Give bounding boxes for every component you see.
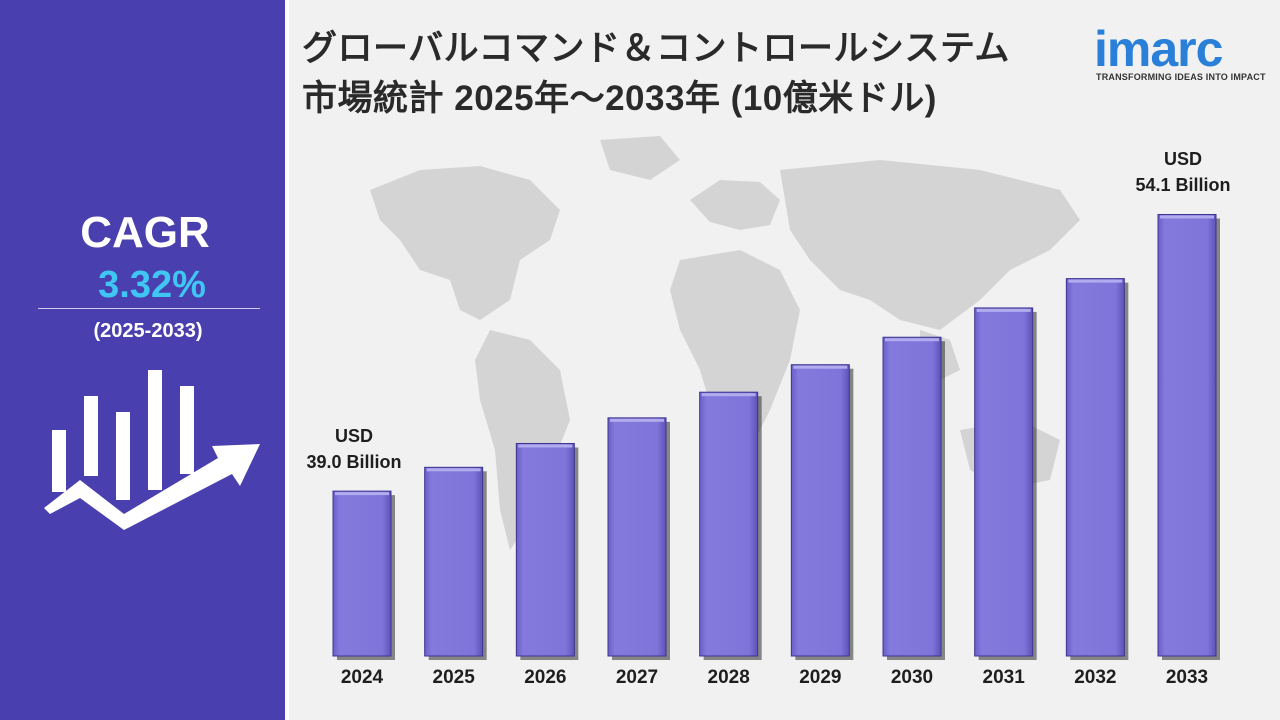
logo-tagline: TRANSFORMING IDEAS INTO IMPACT (1096, 72, 1266, 82)
bar-2025 (424, 466, 484, 657)
x-tick-label: 2029 (799, 667, 841, 688)
imarc-logo: imarc TRANSFORMING IDEAS INTO IMPACT (1090, 8, 1270, 88)
cagr-label: CAGR (80, 208, 210, 257)
growth-chart-icon (44, 370, 260, 530)
panel-divider (285, 0, 289, 720)
bar-2030 (882, 336, 942, 657)
bar-highlight (885, 338, 939, 342)
bar-highlight (793, 365, 848, 369)
bar-highlight (701, 393, 756, 397)
x-tick-label: 2026 (524, 667, 566, 688)
bar-highlight (976, 308, 1031, 312)
logo-wordmark: imarc (1094, 21, 1223, 77)
bar-2032 (1065, 278, 1125, 657)
cagr-value: 3.32% (98, 264, 206, 306)
bar-highlight (335, 492, 389, 496)
x-tick-label: 2027 (616, 667, 658, 688)
cagr-divider (38, 308, 260, 309)
bar-2026 (515, 442, 575, 657)
x-tick-label: 2025 (433, 667, 476, 688)
title-line-2: 市場統計 2025年～2033年 (10億米ドル) (302, 79, 937, 118)
x-tick-label: 2032 (1074, 667, 1116, 688)
x-tick-label: 2028 (708, 667, 750, 688)
x-tick-label: 2024 (341, 667, 384, 688)
x-tick-label: 2033 (1166, 667, 1208, 688)
cagr-period: (2025-2033) (93, 320, 203, 342)
cagr-panel: CAGR 3.32% (2025-2033) (0, 0, 285, 720)
bar-highlight (1068, 279, 1123, 283)
last-bar-callout: USD 54.1 Billion (1113, 146, 1253, 198)
bar-highlight (610, 418, 664, 422)
first-bar-callout: USD 39.0 Billion (284, 423, 424, 475)
x-tick-label: 2030 (891, 667, 933, 688)
last-callout-currency: USD (1163, 149, 1202, 170)
last-callout-amount: 54.1 Billion (1135, 175, 1231, 196)
bar-highlight (518, 444, 573, 448)
x-tick-label: 2031 (983, 667, 1026, 688)
bar-highlight (426, 468, 481, 472)
bar-chart: 2024 2025 2026 2027 2028 2029 2030 2031 2032 2033 (332, 213, 1220, 688)
bar-2029 (790, 364, 850, 657)
title-line-1: グローバルコマンド＆コントロールシステム (302, 29, 1010, 68)
bar-2033 (1157, 213, 1217, 657)
first-callout-amount: 39.0 Billion (306, 452, 402, 473)
page-title: グローバルコマンド＆コントロールシステム 市場統計 2025年～2033年 (1… (302, 24, 1010, 124)
bar-2027 (607, 417, 667, 657)
first-callout-currency: USD (334, 426, 373, 447)
bar-2031 (974, 307, 1034, 657)
bar-highlight (1160, 215, 1214, 219)
bar-2024 (332, 490, 392, 657)
bar-2028 (699, 391, 759, 657)
